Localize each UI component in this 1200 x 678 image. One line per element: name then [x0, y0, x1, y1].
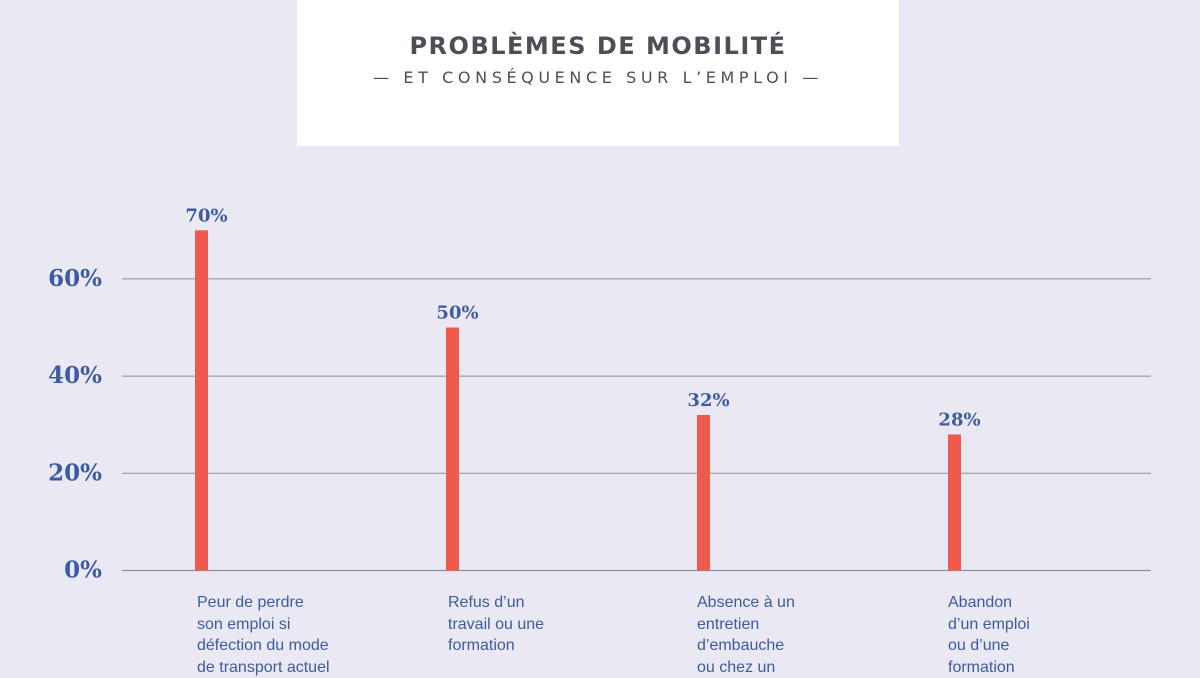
- category-label-line: entretien: [697, 614, 867, 636]
- bar: [195, 230, 208, 570]
- category-label-line: Refus d’un: [448, 592, 618, 614]
- category-label-line: ou d’une: [948, 635, 1118, 657]
- bar: [446, 328, 459, 571]
- category-label-line: défection du mode: [197, 635, 367, 657]
- bar-value-label: 50%: [436, 303, 478, 324]
- bar: [948, 434, 961, 570]
- bar-value-label: 28%: [938, 409, 980, 430]
- category-label-line: formation: [448, 635, 618, 657]
- category-label-line: travail ou une: [448, 614, 618, 636]
- category-label-line: son emploi si: [197, 614, 367, 636]
- category-label-line: Peur de perdre: [197, 592, 367, 614]
- bar: [697, 415, 710, 571]
- category-label-line: Absence à un: [697, 592, 867, 614]
- category-label-line: d’un emploi: [948, 614, 1118, 636]
- bar-value-label: 70%: [185, 205, 227, 226]
- y-tick-label: 40%: [48, 362, 102, 389]
- bar-value-label: 32%: [687, 390, 729, 411]
- y-tick-label: 20%: [48, 459, 102, 486]
- y-tick-label: 60%: [48, 265, 102, 292]
- category-label-line: d’embauche: [697, 635, 867, 657]
- category-label-line: Abandon: [948, 592, 1118, 614]
- y-tick-label: 0%: [64, 557, 102, 584]
